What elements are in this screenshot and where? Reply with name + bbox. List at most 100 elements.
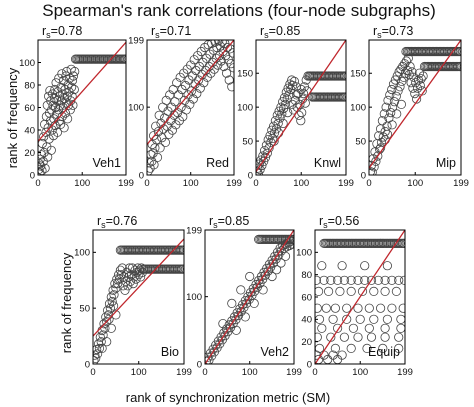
- data-point: [105, 303, 116, 313]
- data-point: [395, 82, 405, 92]
- data-point: [39, 132, 49, 142]
- panel-name: Knwl: [314, 156, 341, 170]
- data-point: [279, 93, 290, 103]
- spearman-rs-label: rs=0.73: [373, 24, 413, 40]
- data-point: [357, 286, 368, 296]
- data-point: [340, 92, 346, 102]
- data-point: [205, 356, 211, 364]
- y-tick-label: 50: [355, 136, 366, 147]
- data-point: [283, 108, 293, 118]
- data-point: [47, 89, 58, 99]
- data-point: [121, 276, 131, 286]
- data-point: [137, 267, 147, 277]
- data-point: [185, 99, 195, 110]
- data-point: [328, 314, 338, 324]
- data-point: [455, 46, 461, 57]
- data-point: [366, 275, 377, 285]
- data-point: [151, 121, 161, 131]
- data-point: [268, 121, 279, 131]
- x-tick-label: 199: [338, 178, 354, 189]
- y-tick-label: 40: [301, 315, 312, 326]
- data-point: [245, 271, 255, 282]
- data-point: [149, 160, 159, 170]
- data-point: [188, 94, 198, 104]
- data-point: [60, 108, 71, 118]
- data-point: [273, 118, 283, 129]
- data-point: [411, 94, 422, 104]
- data-point: [353, 303, 363, 313]
- data-point: [388, 79, 399, 89]
- data-point: [46, 145, 56, 155]
- x-tick-label: 0: [253, 178, 258, 189]
- data-point: [63, 100, 74, 110]
- y-tick-label: 100: [296, 248, 312, 259]
- fit-line: [256, 40, 346, 172]
- data-point: [258, 285, 268, 295]
- data-point: [102, 337, 112, 347]
- data-point: [152, 152, 163, 162]
- data-point: [355, 314, 365, 324]
- x-tick-label: 0: [144, 178, 149, 189]
- data-point: [382, 129, 393, 139]
- data-point: [108, 285, 118, 295]
- data-point: [267, 271, 277, 282]
- y-tick-label: 150: [237, 69, 253, 80]
- data-point: [386, 108, 396, 118]
- data-point: [330, 303, 340, 313]
- data-point: [111, 283, 121, 293]
- data-point: [369, 286, 379, 296]
- spearman-rs-label: rs=0.56: [319, 214, 359, 230]
- data-point: [70, 66, 80, 77]
- data-point: [222, 42, 232, 53]
- x-tick-label: 0: [90, 367, 95, 378]
- y-tick-label: 0: [361, 170, 366, 181]
- data-point: [369, 314, 379, 324]
- y-tick-label: 100: [74, 248, 90, 259]
- panel-veh1: 0 100 199 0 20 40 60 80 100 rs=0.78 Veh1: [19, 24, 134, 189]
- data-point: [231, 325, 241, 335]
- data-point: [390, 75, 400, 85]
- data-point: [396, 99, 406, 110]
- data-point: [93, 353, 101, 363]
- data-point: [106, 292, 116, 302]
- data-point: [277, 109, 287, 119]
- data-point: [38, 161, 46, 171]
- points: [93, 245, 184, 364]
- data-point: [276, 258, 286, 268]
- y-tick-label: 40: [24, 125, 35, 136]
- data-point: [96, 337, 106, 347]
- fit-line: [93, 238, 184, 337]
- data-point: [382, 314, 392, 324]
- data-point: [394, 275, 404, 285]
- data-point: [346, 286, 356, 296]
- spearman-rs-label: rs=0.76: [97, 214, 137, 230]
- panel-name: Veh1: [92, 156, 121, 170]
- data-point: [218, 318, 228, 329]
- data-point: [397, 76, 407, 87]
- data-point: [51, 109, 62, 119]
- data-point: [369, 167, 377, 175]
- data-point: [97, 343, 107, 353]
- data-point: [69, 84, 79, 95]
- data-point: [172, 78, 182, 88]
- data-point: [58, 89, 68, 99]
- spearman-rs-label: rs=0.85: [260, 24, 300, 40]
- data-point: [400, 68, 411, 78]
- data-point: [227, 82, 234, 92]
- panel-knwl: 0 100 199 0 50 100 150 rs=0.85 Knwl: [237, 24, 354, 189]
- data-point: [387, 275, 397, 285]
- data-point: [371, 156, 381, 166]
- x-tick-label: 0: [366, 178, 371, 189]
- data-point: [61, 98, 71, 108]
- x-tick-label: 100: [74, 178, 90, 189]
- spearman-rs-label: rs=0.71: [151, 24, 191, 40]
- data-point: [292, 90, 302, 100]
- data-point: [178, 264, 184, 274]
- data-point: [315, 286, 324, 296]
- x-tick-label: 199: [286, 367, 302, 378]
- data-point: [180, 80, 191, 91]
- data-point: [407, 67, 417, 77]
- panel-bio: 0 100 199 0 50 100 rs=0.76 Bio: [74, 214, 192, 378]
- data-point: [380, 275, 390, 285]
